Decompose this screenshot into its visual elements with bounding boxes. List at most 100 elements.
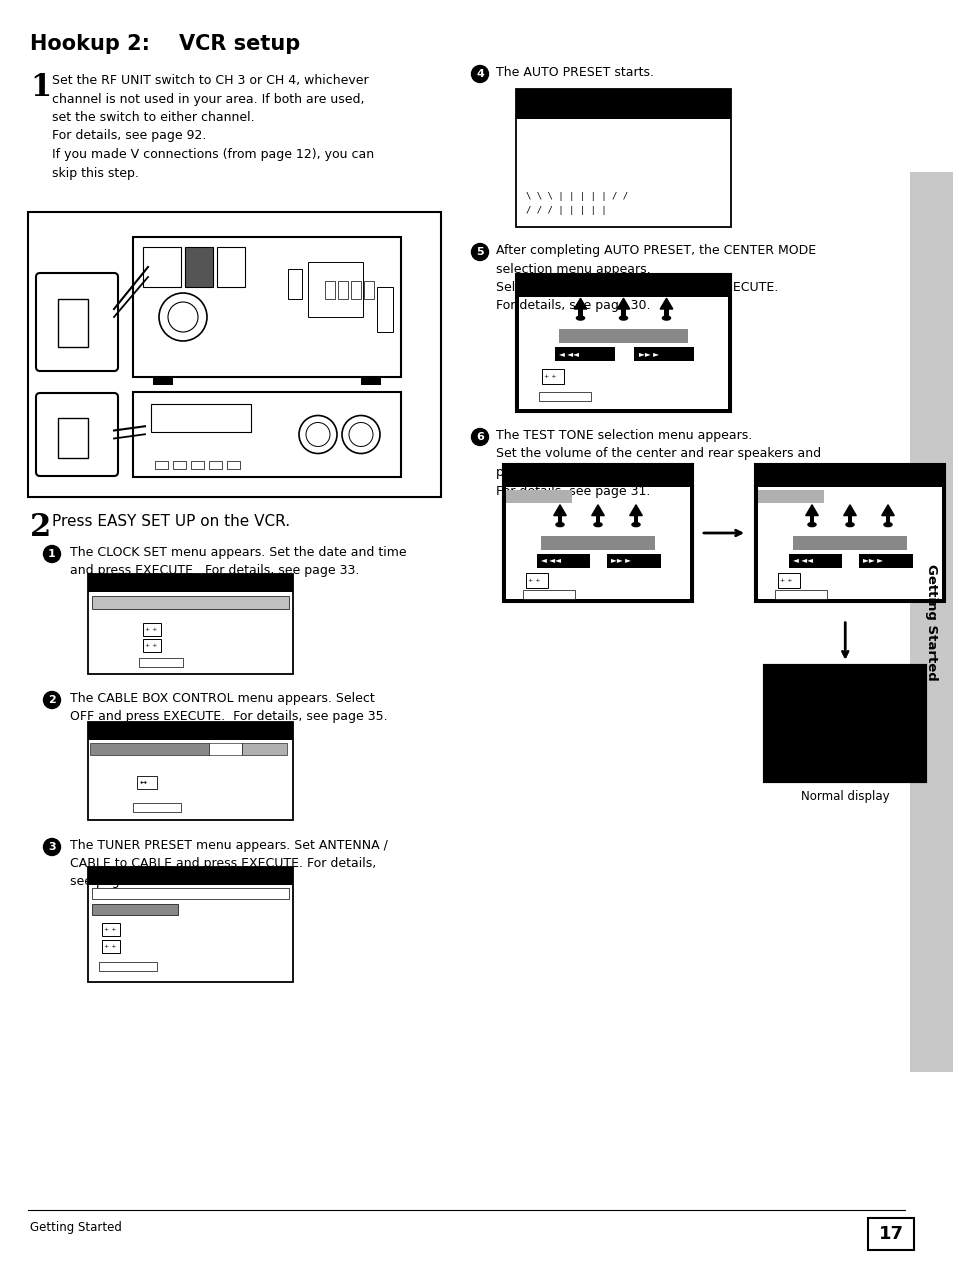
Bar (541, 369, 563, 384)
Bar (90, 743, 209, 756)
Text: 2: 2 (48, 695, 56, 705)
Text: ◄ ◄◄: ◄ ◄◄ (540, 556, 560, 565)
Bar (792, 536, 906, 550)
Bar (884, 515, 889, 524)
Text: + +: + + (543, 374, 556, 379)
Bar (554, 347, 615, 361)
Bar (102, 923, 120, 936)
Bar (91, 888, 289, 899)
Ellipse shape (661, 315, 670, 321)
Circle shape (471, 429, 488, 445)
Bar (558, 329, 687, 343)
Bar (595, 515, 599, 524)
Text: / / / | | | | |: / / / | | | | | (525, 206, 606, 215)
Bar (516, 89, 730, 226)
Circle shape (159, 293, 207, 341)
Circle shape (44, 838, 60, 856)
Bar (540, 536, 655, 550)
Text: 3: 3 (49, 842, 56, 852)
Text: ►► ►: ►► ► (862, 556, 882, 565)
Bar (809, 515, 814, 524)
Bar (502, 464, 692, 602)
Bar (364, 281, 374, 299)
Bar (754, 464, 944, 602)
Bar (522, 590, 575, 599)
Polygon shape (629, 505, 641, 515)
Bar (151, 404, 251, 432)
Polygon shape (553, 505, 566, 515)
Polygon shape (591, 505, 603, 515)
Bar (516, 273, 730, 298)
Bar (91, 904, 178, 916)
Bar (758, 490, 823, 502)
Circle shape (349, 422, 373, 446)
Bar (788, 553, 841, 567)
Bar (58, 418, 88, 458)
Text: Press EASY SET UP on the VCR.: Press EASY SET UP on the VCR. (52, 514, 290, 529)
Bar (133, 803, 181, 812)
Bar (91, 597, 289, 609)
Text: + +: + + (145, 644, 157, 647)
Text: + +: + + (104, 927, 116, 932)
Bar (516, 89, 730, 120)
Bar (867, 1219, 913, 1250)
Text: After completing AUTO PRESET, the CENTER MODE
selection menu appears.
Select the: After completing AUTO PRESET, the CENTER… (496, 244, 815, 313)
Circle shape (471, 243, 488, 261)
Bar (337, 281, 348, 299)
Bar (558, 515, 561, 524)
Text: + +: + + (527, 579, 539, 583)
Bar (102, 940, 120, 953)
Bar (620, 309, 625, 318)
Text: The CABLE BOX CONTROL menu appears. Select
OFF and press EXECUTE.  For details, : The CABLE BOX CONTROL menu appears. Sele… (70, 692, 387, 722)
Text: 6: 6 (476, 432, 483, 441)
Text: + +: + + (104, 944, 116, 949)
Text: Hookup 2:    VCR setup: Hookup 2: VCR setup (30, 34, 300, 53)
Ellipse shape (576, 315, 584, 321)
Bar (241, 743, 287, 756)
Bar (505, 490, 572, 502)
Text: 1: 1 (48, 550, 56, 558)
Polygon shape (805, 505, 818, 515)
Text: ►► ►: ►► ► (611, 556, 631, 565)
Bar (216, 247, 245, 287)
Text: ◄ ◄◄: ◄ ◄◄ (558, 350, 578, 359)
Bar (774, 590, 826, 599)
Circle shape (44, 692, 60, 709)
Ellipse shape (883, 523, 891, 527)
Bar (634, 347, 694, 361)
Ellipse shape (594, 523, 601, 527)
Bar (88, 868, 293, 885)
Circle shape (44, 546, 60, 562)
Bar (227, 460, 240, 469)
Bar (578, 309, 582, 318)
Bar (754, 464, 944, 487)
Text: The TEST TONE selection menu appears.
Set the volume of the center and rear spea: The TEST TONE selection menu appears. Se… (496, 429, 821, 497)
Bar (502, 464, 692, 487)
Bar (847, 515, 851, 524)
Text: 5: 5 (476, 247, 483, 257)
Bar (132, 237, 400, 377)
Text: \ \ \ | | | | | / /: \ \ \ | | | | | / / (525, 192, 627, 201)
Bar (607, 553, 660, 567)
Bar (538, 392, 590, 401)
Bar (137, 776, 157, 789)
Bar (288, 268, 302, 299)
Bar (518, 277, 727, 410)
Bar (505, 467, 689, 599)
Text: Set the RF UNIT switch to CH 3 or CH 4, whichever
channel is not used in your ar: Set the RF UNIT switch to CH 3 or CH 4, … (52, 74, 374, 179)
Text: ↔: ↔ (139, 777, 146, 786)
Circle shape (168, 301, 198, 332)
Bar (909, 172, 953, 1072)
Bar (516, 273, 730, 412)
Polygon shape (659, 298, 672, 309)
Ellipse shape (556, 523, 563, 527)
Text: + +: + + (145, 627, 157, 632)
Circle shape (471, 65, 488, 83)
Bar (191, 460, 204, 469)
Text: 17: 17 (878, 1225, 902, 1243)
Text: ◄ ◄◄: ◄ ◄◄ (792, 556, 812, 565)
Text: The TUNER PRESET menu appears. Set ANTENNA /
CABLE to CABLE and press EXECUTE. F: The TUNER PRESET menu appears. Set ANTEN… (70, 840, 388, 888)
Bar (767, 668, 923, 778)
Text: The CLOCK SET menu appears. Set the date and time
and press EXECUTE.  For detail: The CLOCK SET menu appears. Set the date… (70, 546, 406, 577)
Text: 2: 2 (30, 513, 51, 543)
